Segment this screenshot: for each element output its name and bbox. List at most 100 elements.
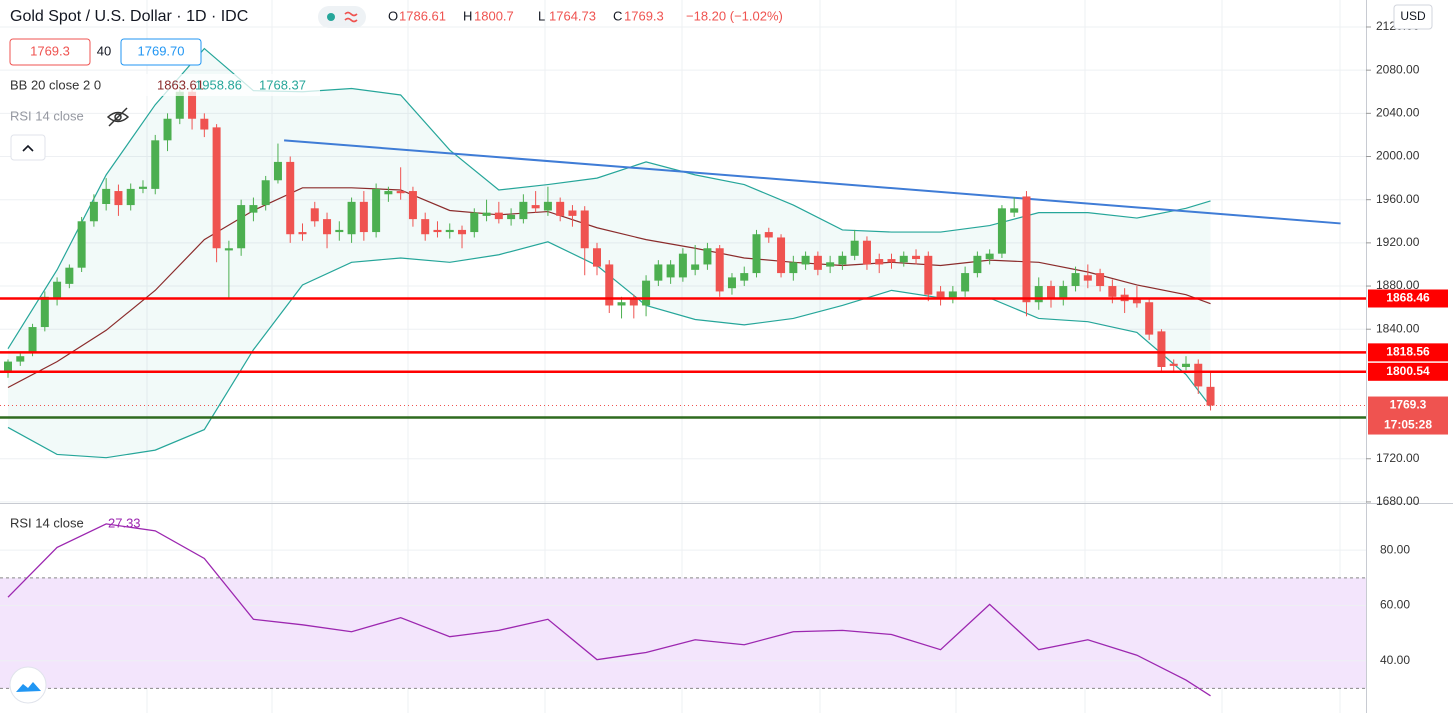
candle-body xyxy=(948,291,957,299)
y-tick-label: 2040.00 xyxy=(1376,106,1420,120)
rsi-line xyxy=(7,523,1211,697)
candle-body xyxy=(507,214,516,220)
candle-body xyxy=(592,248,601,267)
candle-body xyxy=(286,161,295,235)
candle-body xyxy=(335,229,344,233)
candle-body xyxy=(826,262,835,267)
candle-body xyxy=(151,140,160,189)
candle-body xyxy=(875,259,884,265)
candle-body xyxy=(997,208,1006,254)
candle-body xyxy=(912,255,921,260)
collapse-button[interactable] xyxy=(10,134,46,161)
ask-box[interactable] xyxy=(120,38,202,66)
candle-body xyxy=(764,232,773,238)
candle-body xyxy=(1010,208,1019,213)
candle-body xyxy=(1169,363,1178,366)
ohlc-letter: O xyxy=(388,8,398,23)
candle-body xyxy=(727,277,736,289)
candle-body xyxy=(138,186,147,189)
candle-body xyxy=(887,259,896,263)
ohlc-value: 1800.7 xyxy=(474,8,514,23)
countdown: 17:05:28 xyxy=(1384,418,1432,432)
y-tick-label: 2080.00 xyxy=(1376,62,1420,76)
price-label-bg xyxy=(1368,396,1448,435)
rsi-hidden-legend: RSI 14 close xyxy=(10,108,84,123)
candle-body xyxy=(519,201,528,220)
candle-body xyxy=(28,327,37,353)
candle-body xyxy=(531,205,540,209)
candle-body xyxy=(642,280,651,306)
logo-button[interactable] xyxy=(9,666,47,704)
candle-body xyxy=(470,212,479,233)
bid-box[interactable] xyxy=(9,38,91,66)
ohlc-letter: L xyxy=(538,8,545,23)
y-tick-label: 1920.00 xyxy=(1376,235,1420,249)
ohlc-letter: H xyxy=(463,8,472,23)
candle-body xyxy=(1022,196,1031,303)
eye-off-icon[interactable] xyxy=(106,107,130,127)
candle-body xyxy=(433,229,442,233)
status-pill xyxy=(318,6,366,28)
price-label: 1769.3 xyxy=(1390,398,1427,412)
candle-body xyxy=(568,210,577,216)
rsi-tick-label: 40.00 xyxy=(1380,653,1410,667)
candle-body xyxy=(1071,273,1080,287)
candle-body xyxy=(298,232,307,235)
level-label: 1868.46 xyxy=(1386,291,1430,305)
candle-body xyxy=(654,264,663,281)
candle-body xyxy=(408,191,417,220)
bb-legend: BB 20 close 2 0 xyxy=(10,77,101,92)
bb-legend-bg xyxy=(6,74,320,96)
rsi-legend: RSI 14 close xyxy=(10,515,84,530)
candle-body xyxy=(936,291,945,299)
candle-body xyxy=(678,253,687,278)
bb-fill xyxy=(8,48,1211,458)
candle-body xyxy=(703,248,712,265)
candle-body xyxy=(16,356,25,362)
rsi-band-fill xyxy=(0,577,1366,689)
y-tick-label: 2000.00 xyxy=(1376,149,1420,163)
candle-body xyxy=(224,248,233,251)
candle-body xyxy=(1206,386,1215,406)
ask-price: 1769.70 xyxy=(138,43,185,58)
ohlc-value: 1764.73 xyxy=(549,8,596,23)
candle-body xyxy=(494,212,503,220)
candle-body xyxy=(1145,302,1154,335)
y-tick-label: 1720.00 xyxy=(1376,451,1420,465)
bb-upper xyxy=(7,47,1211,349)
candle-body xyxy=(985,253,994,260)
ohlc-letter: C xyxy=(613,8,622,23)
y-tick-label: 1880.00 xyxy=(1376,278,1420,292)
status-dot xyxy=(327,13,335,21)
bb-lower-value: 1768.37 xyxy=(259,77,306,92)
candle-body xyxy=(237,205,246,249)
chevron-up xyxy=(22,144,34,152)
candle-body xyxy=(126,188,135,206)
candle-body xyxy=(740,273,749,281)
currency-button[interactable] xyxy=(1393,4,1433,30)
candle-body xyxy=(789,262,798,274)
ohlc-value: 1786.61 xyxy=(399,8,446,23)
candle-body xyxy=(249,205,258,213)
candle-body xyxy=(1034,286,1043,303)
candle-body xyxy=(310,208,319,222)
candle-body xyxy=(163,118,172,141)
candle-body xyxy=(65,267,74,284)
bid-price: 1769.3 xyxy=(30,43,70,58)
candle-body xyxy=(543,201,552,211)
candle-body xyxy=(347,201,356,235)
candle-body xyxy=(89,201,98,222)
candle-body xyxy=(421,219,430,235)
candle-body xyxy=(40,296,49,328)
candle-body xyxy=(617,302,626,306)
candle-body xyxy=(396,191,405,194)
candle-body xyxy=(323,219,332,235)
rsi-value: 27.33 xyxy=(108,515,141,530)
candle-body xyxy=(605,264,614,306)
candle-body xyxy=(1096,273,1105,287)
candle-body xyxy=(1059,286,1068,299)
candle-body xyxy=(850,240,859,256)
candle-body xyxy=(359,201,368,233)
candle-body xyxy=(715,248,724,292)
